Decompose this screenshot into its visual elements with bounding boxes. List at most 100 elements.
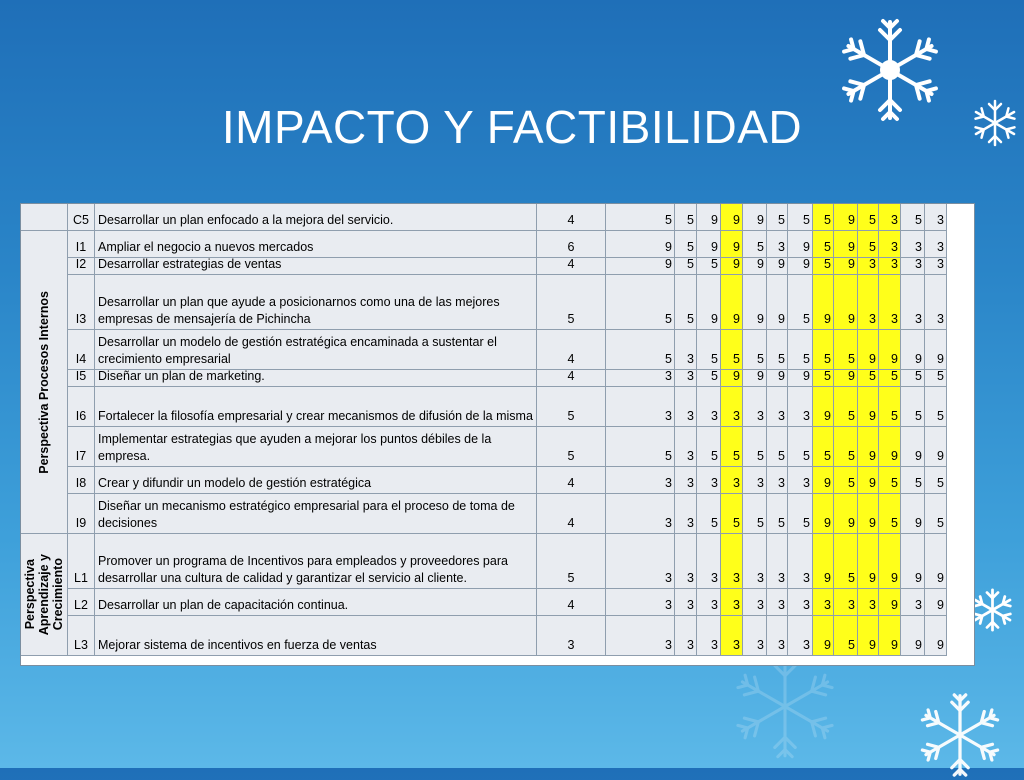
value-cell: 5	[743, 231, 767, 258]
value-cell: 3	[767, 616, 788, 656]
value-cell: 5	[925, 387, 947, 427]
value-cell: 5	[879, 387, 901, 427]
value-cell: 3	[767, 387, 788, 427]
value-cell: 9	[697, 204, 721, 231]
row-description: Desarrollar un modelo de gestión estraté…	[95, 330, 537, 370]
value-cell: 3	[767, 589, 788, 616]
snowflake-decoration-bottom	[919, 693, 1001, 777]
value-cell: 9	[721, 258, 743, 275]
value-cell: 5	[879, 494, 901, 534]
value-cell: 9	[743, 370, 767, 387]
row-description: Desarrollar estrategias de ventas	[95, 258, 537, 275]
row-description: Ampliar el negocio a nuevos mercados	[95, 231, 537, 258]
row-description: Mejorar sistema de incentivos en fuerza …	[95, 616, 537, 656]
value-cell: 9	[834, 258, 858, 275]
impact-feasibility-table: C5 Desarrollar un plan enfocado a la mejo…	[20, 203, 975, 666]
value-cell: 5	[879, 467, 901, 494]
value-cell: 5	[901, 387, 925, 427]
value-cell: 9	[858, 330, 879, 370]
row-score: 5	[537, 427, 606, 467]
row-code: I4	[68, 330, 95, 370]
value-cell: 3	[788, 387, 813, 427]
row-code: L2	[68, 589, 95, 616]
value-cell: 3	[697, 387, 721, 427]
value-cell: 9	[834, 494, 858, 534]
value-cell: 5	[721, 330, 743, 370]
value-cell: 3	[721, 616, 743, 656]
row-description: Fortalecer la filosofía empresarial y cr…	[95, 387, 537, 427]
value-cell: 3	[834, 589, 858, 616]
value-cell: 9	[788, 370, 813, 387]
value-cell: 5	[606, 330, 675, 370]
value-cell: 9	[925, 330, 947, 370]
value-cell: 9	[925, 427, 947, 467]
value-cell: 9	[767, 275, 788, 330]
value-cell: 5	[813, 204, 834, 231]
value-cell: 3	[606, 467, 675, 494]
value-cell: 9	[901, 494, 925, 534]
value-cell: 3	[743, 534, 767, 589]
value-cell: 9	[901, 616, 925, 656]
value-cell: 3	[813, 589, 834, 616]
value-cell: 5	[925, 467, 947, 494]
value-cell: 9	[901, 427, 925, 467]
value-cell: 5	[834, 616, 858, 656]
value-cell: 3	[743, 467, 767, 494]
value-cell: 5	[697, 330, 721, 370]
value-cell: 9	[858, 467, 879, 494]
perspective-group-label: Perspectiva Procesos Internos	[21, 231, 68, 534]
value-cell: 9	[925, 589, 947, 616]
value-cell: 3	[721, 387, 743, 427]
value-cell: 5	[834, 427, 858, 467]
row-score: 4	[537, 370, 606, 387]
value-cell: 3	[788, 534, 813, 589]
value-cell: 9	[743, 204, 767, 231]
value-cell: 3	[788, 467, 813, 494]
value-cell: 5	[834, 534, 858, 589]
value-cell: 3	[879, 204, 901, 231]
value-cell: 5	[834, 467, 858, 494]
value-cell: 5	[901, 370, 925, 387]
row-description: Implementar estrategias que ayuden a mej…	[95, 427, 537, 467]
value-cell: 3	[788, 589, 813, 616]
row-code: L3	[68, 616, 95, 656]
value-cell: 9	[858, 616, 879, 656]
value-cell: 5	[813, 330, 834, 370]
value-cell: 5	[788, 494, 813, 534]
value-cell: 9	[925, 616, 947, 656]
value-cell: 9	[834, 231, 858, 258]
value-cell: 3	[901, 275, 925, 330]
perspective-group-label: Perspectiva Aprendizaje y Crecimiento	[21, 534, 68, 656]
value-cell: 3	[606, 370, 675, 387]
value-cell: 3	[721, 534, 743, 589]
value-cell: 9	[858, 534, 879, 589]
row-score: 4	[537, 330, 606, 370]
value-cell: 5	[767, 204, 788, 231]
value-cell: 3	[901, 258, 925, 275]
row-description: Desarrollar un plan enfocado a la mejora…	[95, 204, 537, 231]
perspective-group-text: Perspectiva Aprendizaje y Crecimiento	[23, 553, 65, 636]
value-cell: 3	[675, 330, 697, 370]
value-cell: 9	[697, 275, 721, 330]
value-cell: 3	[743, 589, 767, 616]
value-cell: 5	[858, 231, 879, 258]
group-cell-empty	[21, 204, 68, 231]
value-cell: 9	[788, 231, 813, 258]
value-cell: 3	[721, 589, 743, 616]
value-cell: 5	[813, 231, 834, 258]
value-cell: 9	[721, 370, 743, 387]
value-cell: 5	[606, 427, 675, 467]
value-cell: 3	[767, 467, 788, 494]
row-score: 5	[537, 534, 606, 589]
value-cell: 5	[788, 330, 813, 370]
value-cell: 3	[675, 494, 697, 534]
value-cell: 3	[767, 231, 788, 258]
value-cell: 9	[813, 534, 834, 589]
value-cell: 3	[743, 616, 767, 656]
row-score: 6	[537, 231, 606, 258]
row-score: 5	[537, 387, 606, 427]
value-cell: 5	[606, 275, 675, 330]
value-cell: 3	[606, 494, 675, 534]
value-cell: 5	[788, 275, 813, 330]
row-code: I2	[68, 258, 95, 275]
